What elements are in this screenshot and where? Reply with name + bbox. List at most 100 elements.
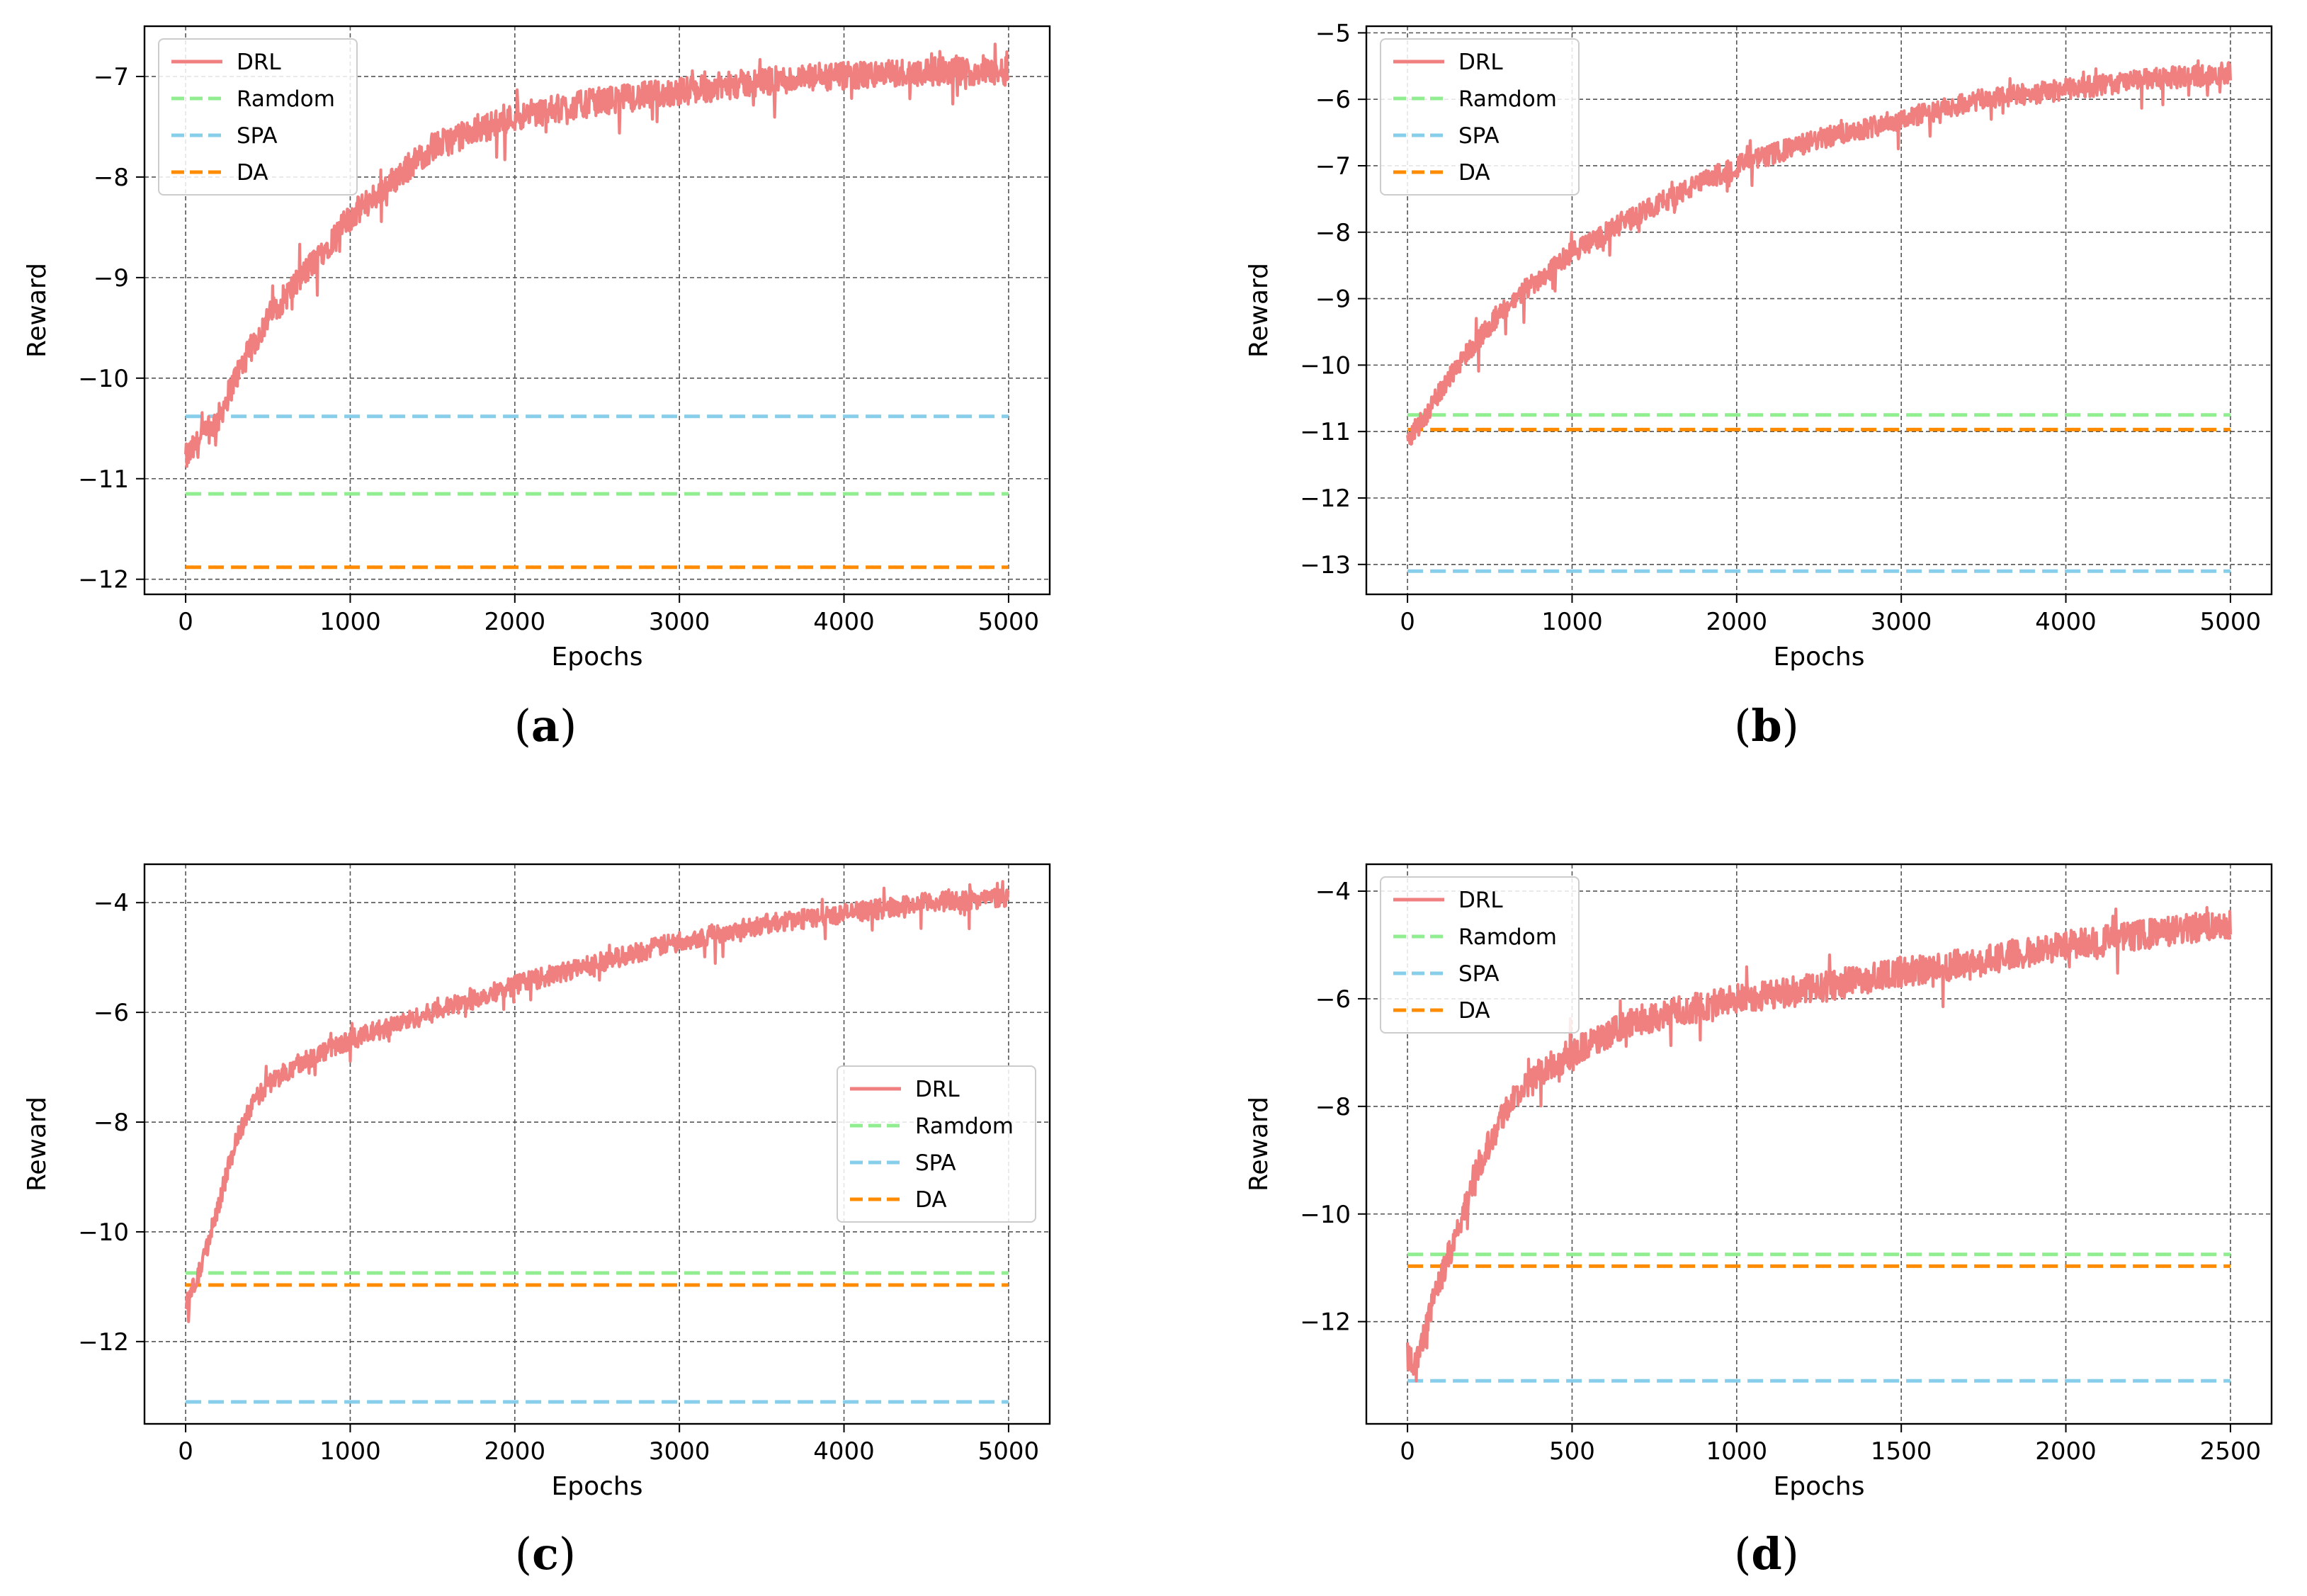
y-tick-label: −6 bbox=[93, 999, 129, 1027]
x-tick-label: 3000 bbox=[649, 608, 710, 636]
y-axis-label: Reward bbox=[1245, 1097, 1274, 1192]
legend-box bbox=[1380, 876, 1580, 1034]
y-tick-label: −8 bbox=[93, 164, 129, 192]
legend-label-drl: DRL bbox=[1458, 50, 1503, 75]
x-tick-label: 4000 bbox=[813, 1437, 875, 1466]
panel-caption: (b) bbox=[1734, 700, 1799, 752]
x-axis-label: Epochs bbox=[552, 1472, 643, 1501]
x-tick-label: 1500 bbox=[1871, 1437, 1932, 1466]
x-tick-label: 500 bbox=[1549, 1437, 1595, 1466]
legend-label-spa: SPA bbox=[1458, 961, 1500, 987]
x-tick-label: 1000 bbox=[319, 1437, 381, 1466]
y-tick-label: −8 bbox=[1315, 219, 1351, 247]
legend-label-da: DA bbox=[1458, 998, 1490, 1024]
series-group bbox=[1406, 59, 2232, 573]
panel-caption: (d) bbox=[1734, 1528, 1799, 1580]
legend-box bbox=[1380, 38, 1580, 196]
series-group bbox=[1406, 905, 2232, 1383]
y-axis-label: Reward bbox=[23, 1097, 52, 1192]
x-tick-label: 0 bbox=[178, 1437, 193, 1466]
legend-label-drl: DRL bbox=[1458, 888, 1503, 913]
x-axis-label: Epochs bbox=[1774, 1472, 1865, 1501]
legend-label-drl: DRL bbox=[237, 50, 281, 75]
x-tick-label: 5000 bbox=[2200, 608, 2262, 636]
legend-label-drl: DRL bbox=[915, 1077, 960, 1102]
y-tick-label: −12 bbox=[1300, 1308, 1351, 1337]
panel-caption: (a) bbox=[514, 700, 577, 752]
y-tick-label: −7 bbox=[1315, 152, 1351, 181]
y-tick-label: −12 bbox=[78, 1328, 129, 1357]
x-tick-label: 3000 bbox=[1871, 608, 1932, 636]
legend-label-da: DA bbox=[237, 160, 268, 186]
x-tick-label: 0 bbox=[178, 608, 193, 636]
x-tick-label: 1000 bbox=[1706, 1437, 1768, 1466]
axes-frame bbox=[143, 25, 1051, 596]
x-tick-label: 1000 bbox=[1541, 608, 1603, 636]
x-tick-label: 3000 bbox=[649, 1437, 710, 1466]
y-tick-label: −12 bbox=[78, 566, 129, 594]
chart-panel-d: 0 500 1000 1500 2000 2500 −12 −10 −8 −6 −4 Epochs Re… bbox=[1245, 863, 2273, 1580]
y-tick-label: −10 bbox=[1300, 1201, 1351, 1229]
y-tick-label: −8 bbox=[1315, 1093, 1351, 1121]
x-axis-label: Epochs bbox=[552, 643, 643, 672]
y-tick-label: −12 bbox=[1300, 485, 1351, 513]
axes-frame bbox=[143, 863, 1051, 1425]
y-tick-label: −13 bbox=[1300, 551, 1351, 579]
series-line-drl bbox=[184, 43, 1010, 468]
legend-label-spa: SPA bbox=[1458, 123, 1500, 149]
legend-label-spa: SPA bbox=[915, 1150, 956, 1176]
x-tick-label: 4000 bbox=[813, 608, 875, 636]
legend: DRL Ramdom SPA DA bbox=[837, 1065, 1036, 1223]
y-tick-label: −11 bbox=[78, 465, 129, 494]
x-tick-label: 2500 bbox=[2200, 1437, 2262, 1466]
series-line-drl bbox=[1406, 59, 2232, 446]
legend-label-ramdom: Ramdom bbox=[1458, 924, 1557, 950]
series-line-drl bbox=[1406, 905, 2232, 1383]
legend: DRL Ramdom SPA DA bbox=[1380, 876, 1580, 1034]
y-tick-label: −4 bbox=[93, 889, 129, 917]
y-tick-label: −11 bbox=[1300, 418, 1351, 446]
x-tick-label: 0 bbox=[1400, 608, 1415, 636]
series-group bbox=[184, 43, 1010, 570]
x-tick-label: 2000 bbox=[484, 1437, 546, 1466]
y-tick-label: −9 bbox=[93, 264, 129, 293]
y-tick-label: −10 bbox=[1300, 351, 1351, 380]
legend-label-ramdom: Ramdom bbox=[915, 1114, 1014, 1139]
legend: DRL Ramdom SPA DA bbox=[158, 38, 358, 196]
y-axis-label: Reward bbox=[1245, 263, 1274, 358]
y-tick-label: −4 bbox=[1315, 878, 1351, 906]
series-group bbox=[184, 880, 1010, 1404]
legend: DRL Ramdom SPA DA bbox=[1380, 38, 1580, 196]
chart-panel-c: 0 1000 2000 3000 4000 5000 −12 −10 −8 −6 −4 Epochs R… bbox=[23, 863, 1051, 1580]
axes-frame bbox=[1365, 863, 2273, 1425]
legend-label-spa: SPA bbox=[237, 123, 278, 149]
y-tick-label: −7 bbox=[93, 63, 129, 91]
x-tick-label: 4000 bbox=[2035, 608, 2097, 636]
legend-box bbox=[837, 1065, 1036, 1223]
y-tick-label: −10 bbox=[78, 1218, 129, 1247]
legend-label-da: DA bbox=[1458, 160, 1490, 186]
legend-box bbox=[158, 38, 358, 196]
x-tick-label: 2000 bbox=[484, 608, 546, 636]
x-tick-label: 0 bbox=[1400, 1437, 1415, 1466]
legend-label-da: DA bbox=[915, 1187, 947, 1213]
y-tick-label: −6 bbox=[1315, 86, 1351, 114]
y-tick-label: −10 bbox=[78, 365, 129, 393]
legend-label-ramdom: Ramdom bbox=[237, 86, 335, 112]
x-tick-label: 5000 bbox=[978, 608, 1040, 636]
panel-caption: (c) bbox=[515, 1528, 576, 1580]
x-tick-label: 2000 bbox=[1706, 608, 1768, 636]
series-line-drl bbox=[184, 880, 1010, 1323]
y-tick-label: −9 bbox=[1315, 285, 1351, 314]
x-tick-label: 1000 bbox=[319, 608, 381, 636]
chart-panel-b: 0 1000 2000 3000 4000 5000 −13 −12 −11 −10 −9 −8 −7 −… bbox=[1245, 19, 2273, 752]
x-tick-label: 2000 bbox=[2035, 1437, 2097, 1466]
x-axis-label: Epochs bbox=[1774, 643, 1865, 672]
y-tick-label: −8 bbox=[93, 1109, 129, 1137]
axes-frame bbox=[1365, 25, 2273, 596]
legend-label-ramdom: Ramdom bbox=[1458, 86, 1557, 112]
chart-panel-a: 0 1000 2000 3000 4000 5000 −12 −11 −10 −9 −8 −7 Epoc… bbox=[23, 25, 1051, 752]
y-tick-label: −5 bbox=[1315, 19, 1351, 47]
x-tick-label: 5000 bbox=[978, 1437, 1040, 1466]
